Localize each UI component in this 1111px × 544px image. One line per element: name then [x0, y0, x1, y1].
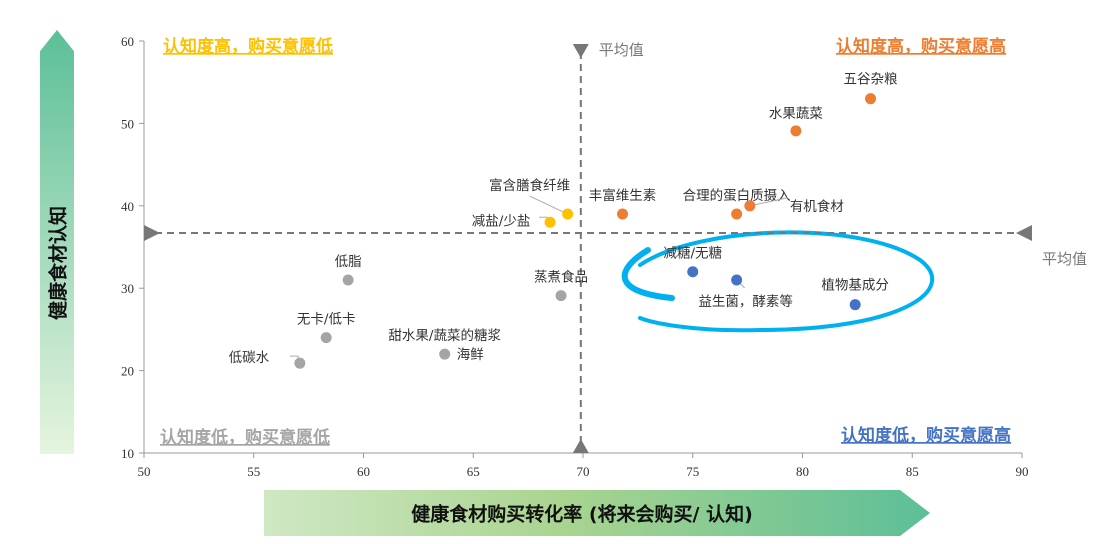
data-point — [562, 208, 574, 220]
data-label: 益生菌，酵素等 — [698, 293, 793, 310]
data-label: 合理的蛋白质摄入 — [683, 188, 791, 204]
y-tick-label: 10 — [121, 446, 134, 461]
y-tick-label: 40 — [121, 199, 134, 214]
x-tick-label: 80 — [796, 464, 809, 479]
y-tick-label: 60 — [121, 34, 134, 49]
quadrant-label-bottom-right: 认知度低，购买意愿高 — [841, 425, 1011, 446]
leader-line — [529, 195, 568, 215]
y-tick-label: 20 — [121, 364, 134, 379]
avg-x-top-marker — [572, 44, 589, 58]
x-axis-title: 健康食材购买转化率 (将来会购买/ 认知) — [411, 503, 753, 526]
data-point — [731, 208, 743, 220]
data-label: 有机食材 — [790, 198, 844, 215]
x-tick-label: 65 — [467, 464, 480, 479]
data-point — [544, 216, 556, 228]
avg-y-left-marker — [144, 224, 160, 241]
data-point — [617, 208, 629, 220]
quadrant-label-top-left: 认知度高，购买意愿低 — [163, 36, 333, 57]
x-tick-label: 50 — [138, 464, 151, 479]
y-tick-label: 30 — [121, 281, 134, 296]
data-point — [744, 200, 756, 212]
data-label: 富含膳食纤维 — [489, 177, 570, 194]
data-label: 无卡/低卡 — [297, 312, 356, 328]
data-label: 蒸煮食品 — [534, 269, 588, 286]
data-label: 海鲜 — [457, 347, 484, 363]
x-tick-label: 90 — [1016, 464, 1029, 479]
data-label: 植物基成分 — [821, 277, 889, 294]
data-point — [687, 266, 699, 278]
x-tick-label: 60 — [357, 464, 370, 479]
data-point — [849, 299, 861, 311]
x-tick-label: 70 — [577, 464, 590, 479]
y-axis-title-arrow: 健康食材认知 — [40, 30, 74, 454]
data-point — [865, 93, 877, 105]
avg-x-bottom-marker — [572, 439, 589, 453]
y-tick-label: 50 — [121, 116, 134, 131]
quadrant-label-bottom-left: 认知度低，购买意愿低 — [160, 427, 330, 448]
avg-x-label: 平均值 — [599, 41, 644, 59]
x-tick-label: 55 — [247, 464, 260, 479]
highlight-swoosh — [621, 247, 675, 301]
data-label: 五谷杂粮 — [844, 72, 898, 88]
data-label: 丰富维生素 — [589, 187, 657, 204]
data-point — [555, 290, 567, 302]
data-point — [731, 274, 743, 286]
data-point — [790, 125, 802, 137]
data-label: 低脂 — [335, 254, 362, 270]
data-point — [439, 348, 451, 360]
data-label: 减盐/少盐 — [472, 213, 531, 229]
data-label: 低碳水 — [229, 350, 270, 366]
x-tick-label: 85 — [906, 464, 919, 479]
data-point — [294, 357, 306, 369]
data-label: 水果蔬菜 — [769, 106, 823, 122]
x-tick-label: 75 — [686, 464, 699, 479]
data-point — [320, 332, 332, 344]
quadrant-label-top-right: 认知度高，购买意愿高 — [836, 36, 1006, 57]
data-point — [342, 274, 354, 286]
data-label: 减糖/无糖 — [663, 246, 722, 262]
leader-line — [749, 197, 788, 207]
data-label: 甜水果/蔬菜的糖浆 — [388, 328, 501, 344]
x-axis-title-arrow: 健康食材购买转化率 (将来会购买/ 认知) — [264, 490, 930, 536]
avg-y-label: 平均值 — [1042, 250, 1087, 268]
avg-y-right-marker — [1016, 224, 1032, 241]
